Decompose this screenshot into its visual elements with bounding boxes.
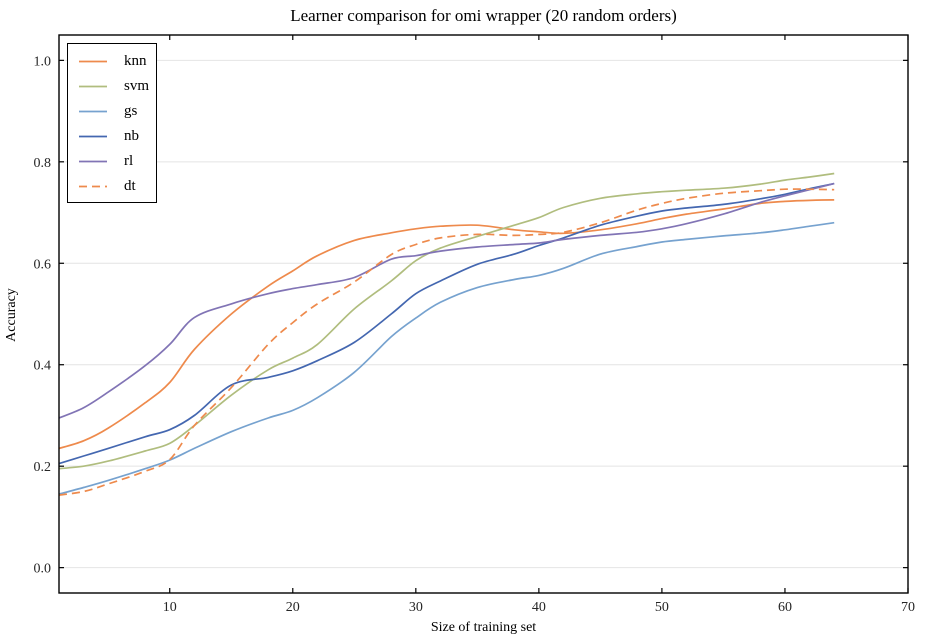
legend-label-gs: gs [124,103,138,119]
x-tick-label: 30 [409,600,423,615]
y-tick-label: 0.6 [34,257,52,272]
series-svm-line [58,172,835,470]
series-dt-line [58,188,835,496]
legend-item-svm: svm [68,74,156,99]
x-tick-label: 60 [778,600,792,615]
series-nb-line [58,182,835,465]
legend-item-rl: rl [68,149,156,174]
legend-box: knn svm gs nb rl dt [67,43,157,203]
x-tick-label: 10 [163,600,177,615]
x-tick-label: 40 [532,600,546,615]
y-axis-label: Accuracy [4,288,19,342]
legend-label-rl: rl [124,153,134,169]
y-tick-label: 1.0 [34,54,52,69]
x-tick-label: 70 [901,600,915,615]
plot-background [59,35,908,593]
legend-line-sample-gs [79,110,107,113]
legend-line-sample-svm [79,85,107,88]
x-axis-label: Size of training set [430,620,537,635]
legend-label-nb: nb [124,128,139,144]
legend-label-knn: knn [124,53,147,69]
x-tick-label: 50 [655,600,669,615]
chart-title: Learner comparison for omi wrapper (20 r… [290,6,677,25]
y-tick-label: 0.8 [34,156,52,171]
legend-item-gs: gs [68,99,156,124]
axes-spines [58,34,909,594]
series-knn-line [58,199,835,450]
legend-item-dt: dt [68,174,156,199]
x-tick-label: 20 [286,600,300,615]
legend-line-sample-knn [79,60,107,63]
legend-line-sample-dt [79,185,107,188]
legend-item-knn: knn [68,49,156,74]
series-rl-line [58,182,835,419]
legend-label-dt: dt [124,178,136,194]
legend-line-sample-rl [79,160,107,163]
y-tick-label: 0.4 [34,359,52,374]
series-gs-line [58,221,835,495]
legend-line-sample-nb [79,135,107,138]
legend-label-svm: svm [124,78,150,94]
y-tick-label: 0.2 [34,460,52,475]
legend-item-nb: nb [68,124,156,149]
y-tick-label: 0.0 [34,562,52,577]
